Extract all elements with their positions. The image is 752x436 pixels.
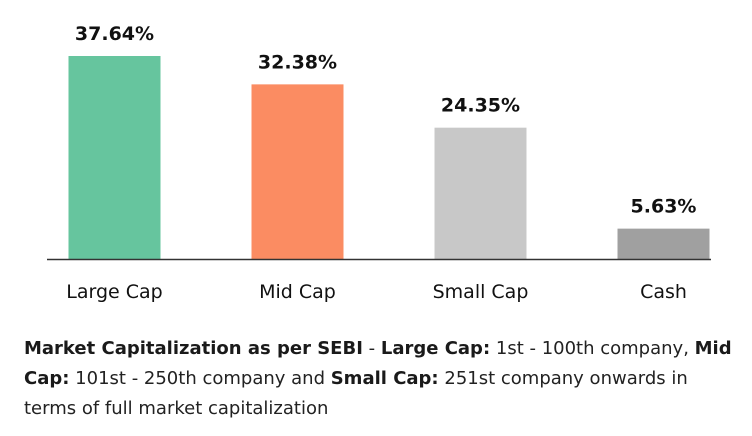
data-label-mid-cap: 32.38%	[258, 51, 337, 73]
bar-cash	[617, 228, 710, 259]
tick-label-cash: Cash	[640, 281, 687, 303]
footnote-title: Market Capitalization as per SEBI	[24, 338, 363, 359]
bar-mid-cap	[251, 84, 344, 259]
footnote-small-cap-definition: 251st company onwards in terms of full m…	[24, 368, 688, 419]
footnote-small-cap-label: Small Cap:	[330, 368, 439, 389]
footnote-large-cap-label: Large Cap:	[380, 338, 491, 359]
data-label-cash: 5.63%	[631, 196, 697, 218]
data-label-small-cap: 24.35%	[441, 95, 520, 117]
footnote-large-cap-definition: 1st - 100th company,	[490, 338, 695, 359]
tick-label-large-cap: Large Cap	[66, 281, 162, 303]
tick-label-mid-cap: Mid Cap	[259, 281, 336, 303]
tick-label-small-cap: Small Cap	[433, 281, 529, 303]
footnote-mid-cap-definition: 101st - 250th company and	[69, 368, 331, 389]
bar-small-cap	[434, 127, 527, 259]
footnote: Market Capitalization as per SEBI - Larg…	[24, 334, 739, 424]
footnote-mid-cap-label: Mid Cap:	[24, 338, 732, 389]
bar-large-cap	[68, 56, 161, 259]
bar-chart: 37.64% Large Cap 32.38% Mid Cap 24.35% Small …	[47, 23, 711, 303]
data-label-large-cap: 37.64%	[75, 23, 154, 45]
footnote-separator: -	[362, 338, 381, 359]
